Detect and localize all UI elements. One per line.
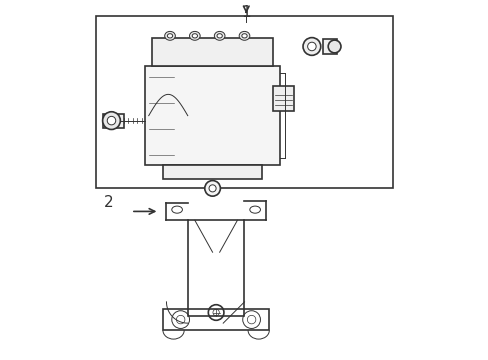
Ellipse shape — [242, 34, 246, 38]
FancyBboxPatch shape — [102, 113, 123, 128]
FancyBboxPatch shape — [323, 39, 337, 54]
Circle shape — [307, 42, 316, 51]
Circle shape — [107, 116, 116, 125]
Circle shape — [303, 37, 320, 55]
Ellipse shape — [214, 31, 224, 40]
Ellipse shape — [239, 31, 249, 40]
FancyBboxPatch shape — [163, 165, 262, 180]
Text: 2: 2 — [103, 195, 113, 210]
FancyBboxPatch shape — [145, 66, 280, 165]
Ellipse shape — [217, 34, 222, 38]
Circle shape — [102, 112, 120, 130]
FancyBboxPatch shape — [152, 37, 272, 66]
FancyBboxPatch shape — [272, 86, 294, 111]
Ellipse shape — [167, 34, 172, 38]
Circle shape — [204, 181, 220, 196]
Circle shape — [327, 40, 340, 53]
Ellipse shape — [189, 31, 200, 40]
Text: 1: 1 — [241, 5, 250, 20]
Circle shape — [208, 185, 216, 192]
Ellipse shape — [164, 31, 175, 40]
Ellipse shape — [192, 34, 197, 38]
